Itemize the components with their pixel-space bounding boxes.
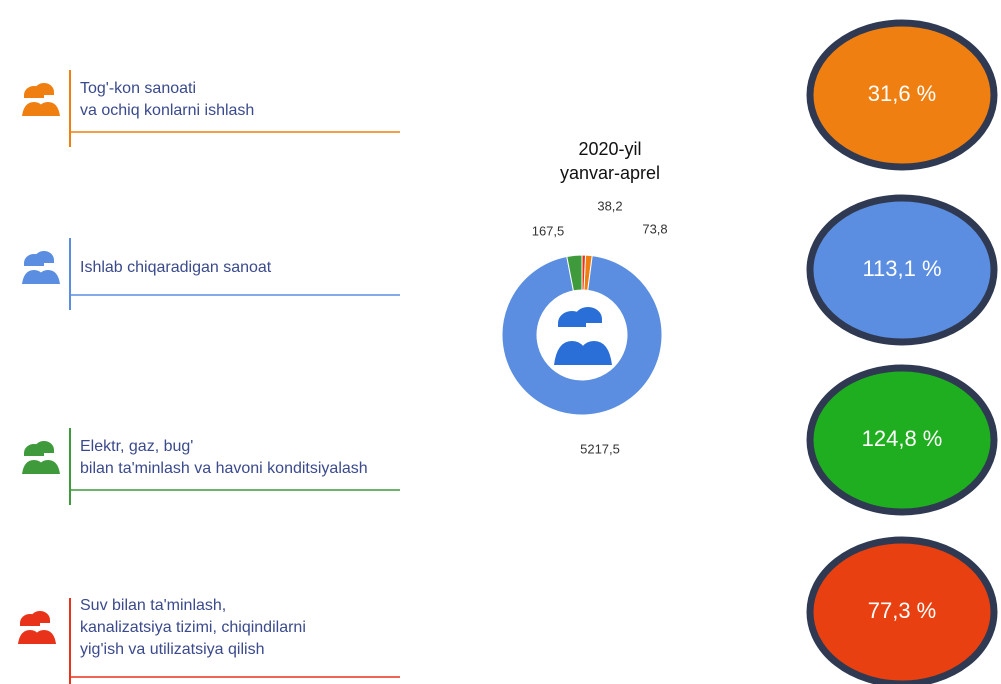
value-label: 167,5 [532,223,565,238]
icon-body [22,270,60,284]
growth-circle [806,19,998,171]
chart-title: 2020-yil [578,139,641,159]
growth-circle [806,536,998,684]
sector-icon [22,83,60,116]
icon-helmet [24,444,44,456]
icon-helmet [24,86,44,98]
sector-label: Tog'-kon sanoati va ochiq konlarni ishlas… [80,80,254,119]
sector-icon [22,441,60,474]
growth-label: 113,1 % [862,256,941,281]
donut-slice [501,255,663,416]
value-label: 38,2 [597,198,622,213]
icon-helmet [20,614,40,626]
icon-body [22,102,60,116]
sector-icon [18,611,56,644]
center-icon [554,307,612,365]
icon-helmet [24,254,44,266]
value-label: 73,8 [642,221,667,236]
growth-label: 124,8 % [862,426,943,451]
donut-slice [581,254,587,291]
growth-circle [806,194,998,346]
growth-label: 77,3 % [868,598,937,623]
growth-label: 31,6 % [868,81,937,106]
chart-subtitle: yanvar-aprel [560,163,660,183]
icon-body [554,341,612,365]
sector-label: Ishlab chiqaradigan sanoat [80,259,272,276]
value-label: 5217,5 [580,441,620,456]
icon-helmet [558,311,586,327]
sector-label: Elektr, gaz, bug' bilan ta'minlash va hav… [80,438,368,477]
icon-body [18,630,56,644]
sector-icon [22,251,60,284]
growth-circle [806,364,998,516]
icon-body [22,460,60,474]
sector-label: Suv bilan ta'minlash, kanalizatsiya tizim… [80,597,306,658]
